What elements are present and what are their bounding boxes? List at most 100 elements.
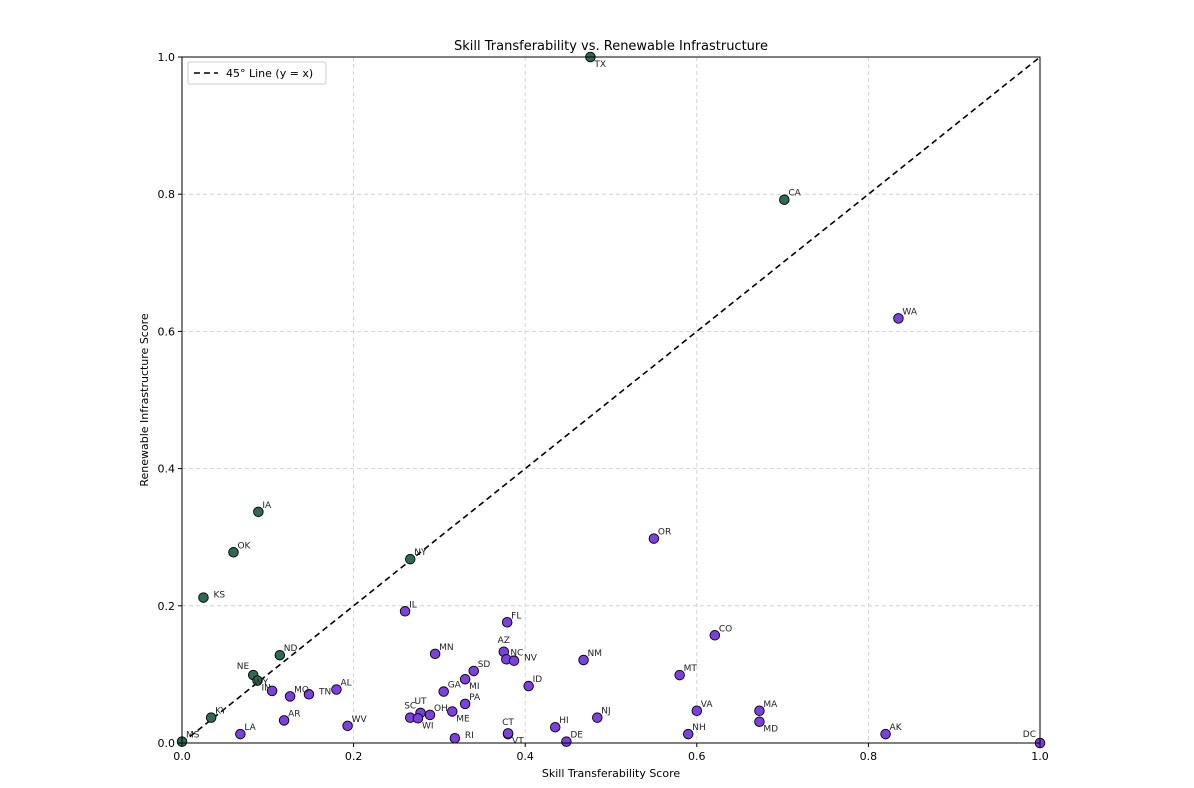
point-label-il: IL bbox=[409, 600, 417, 610]
point-label-vt: VT bbox=[512, 736, 524, 746]
point-label-ne: NE bbox=[237, 662, 250, 672]
point-hi bbox=[549, 721, 561, 733]
point-al bbox=[331, 684, 342, 695]
point-mo bbox=[284, 691, 296, 702]
point-id bbox=[523, 680, 534, 692]
point-label-ga: GA bbox=[448, 681, 462, 691]
point-nj bbox=[592, 712, 603, 723]
point-label-ri: RI bbox=[465, 731, 474, 741]
point-fl bbox=[501, 617, 513, 628]
point-ks bbox=[198, 592, 209, 603]
point-label-ny: NY bbox=[414, 548, 427, 558]
point-label-tn: TN bbox=[318, 687, 331, 697]
point-co bbox=[709, 630, 721, 641]
point-label-nc: NC bbox=[510, 648, 523, 658]
y-axis-ticks: 0.0 0.2 0.4 0.6 0.8 1.0 bbox=[158, 51, 182, 750]
point-me bbox=[447, 706, 458, 717]
point-label-sc: SC bbox=[404, 702, 416, 712]
point-label-nd: ND bbox=[284, 644, 298, 654]
chart-title: Skill Transferability vs. Renewable Infr… bbox=[454, 39, 768, 54]
point-ar bbox=[278, 715, 290, 726]
point-label-wi: WI bbox=[422, 721, 434, 731]
point-ri bbox=[449, 732, 461, 744]
point-label-ks: KS bbox=[213, 591, 225, 601]
point-md bbox=[754, 716, 765, 727]
point-label-sd: SD bbox=[478, 660, 491, 670]
point-wa bbox=[893, 313, 904, 324]
point-tn bbox=[303, 689, 315, 700]
point-label-mo: MO bbox=[294, 685, 309, 695]
point-label-wa: WA bbox=[902, 307, 917, 317]
x-axis-label: Skill Transferability Score bbox=[542, 767, 681, 780]
point-label-mi: MI bbox=[469, 682, 479, 692]
point-label-wv: WV bbox=[352, 715, 368, 725]
point-wy bbox=[266, 685, 278, 697]
y-tick-label: 0.8 bbox=[158, 188, 176, 201]
y-tick-label: 0.2 bbox=[158, 600, 176, 613]
point-label-ar: AR bbox=[288, 709, 300, 719]
point-label-ak: AK bbox=[890, 723, 903, 733]
point-label-id: ID bbox=[533, 675, 543, 685]
point-label-mn: MN bbox=[439, 643, 454, 653]
x-tick-label: 0.2 bbox=[345, 750, 363, 763]
point-label-de: DE bbox=[570, 731, 583, 741]
y-tick-label: 0.6 bbox=[158, 325, 176, 338]
point-label-wy: WY bbox=[254, 678, 269, 688]
point-label-nv: NV bbox=[524, 654, 538, 664]
point-label-ky: KY bbox=[215, 707, 227, 717]
y-tick-label: 0.0 bbox=[158, 737, 176, 750]
point-label-nj: NJ bbox=[601, 707, 610, 717]
point-label-nm: NM bbox=[588, 649, 603, 659]
point-mi bbox=[459, 673, 471, 685]
point-label-ma: MA bbox=[763, 700, 778, 710]
x-axis-ticks: 0.0 0.2 0.4 0.6 0.8 1.0 bbox=[173, 743, 1049, 763]
x-tick-label: 0.6 bbox=[688, 750, 706, 763]
point-nm bbox=[578, 654, 589, 666]
point-label-ut: UT bbox=[414, 697, 427, 707]
point-label-or: OR bbox=[658, 528, 671, 538]
point-label-ok: OK bbox=[237, 541, 251, 551]
point-ny bbox=[404, 553, 416, 565]
point-or bbox=[648, 533, 660, 544]
point-la bbox=[235, 728, 246, 740]
point-oh bbox=[424, 709, 436, 721]
point-mt bbox=[674, 669, 685, 681]
point-label-la: LA bbox=[244, 723, 256, 733]
x-tick-label: 0.8 bbox=[860, 750, 878, 763]
point-wi bbox=[412, 713, 424, 724]
point-label-tx: TX bbox=[593, 60, 606, 70]
point-label-dc: DC bbox=[1023, 730, 1036, 740]
point-label-pa: PA bbox=[469, 693, 481, 703]
y-axis-label: Renewable Infrastructure Score bbox=[138, 313, 151, 487]
point-label-fl: FL bbox=[511, 611, 521, 621]
point-label-hi: HI bbox=[559, 716, 568, 726]
point-label-ms: MS bbox=[186, 731, 200, 741]
point-label-ca: CA bbox=[788, 189, 801, 199]
point-nh bbox=[682, 728, 694, 740]
point-de bbox=[561, 736, 572, 747]
point-nd bbox=[274, 649, 286, 661]
point-va bbox=[691, 705, 703, 717]
point-label-al: AL bbox=[340, 678, 351, 688]
point-label-in: IN bbox=[262, 684, 271, 694]
point-mn bbox=[429, 648, 441, 660]
y-tick-label: 0.4 bbox=[158, 463, 176, 476]
point-ak bbox=[880, 728, 891, 740]
point-wv bbox=[342, 720, 353, 732]
point-label-ct: CT bbox=[502, 718, 514, 728]
point-label-mt: MT bbox=[684, 664, 698, 674]
data-points: TX CA IA OK NY KS ND NE IN KY MS WA OR IL FL CO AZ MN NCNV… bbox=[176, 51, 1046, 749]
point-pa bbox=[459, 698, 471, 710]
point-label-ia: IA bbox=[262, 501, 272, 511]
x-tick-label: 1.0 bbox=[1031, 750, 1049, 763]
point-label-az: AZ bbox=[498, 636, 510, 646]
point-ky bbox=[205, 712, 217, 723]
point-sd bbox=[468, 665, 479, 677]
point-label-me: ME bbox=[456, 714, 470, 724]
point-label-co: CO bbox=[719, 624, 732, 634]
point-label-va: VA bbox=[701, 700, 714, 710]
point-vt bbox=[502, 728, 514, 739]
x-tick-label: 0.0 bbox=[173, 750, 191, 763]
